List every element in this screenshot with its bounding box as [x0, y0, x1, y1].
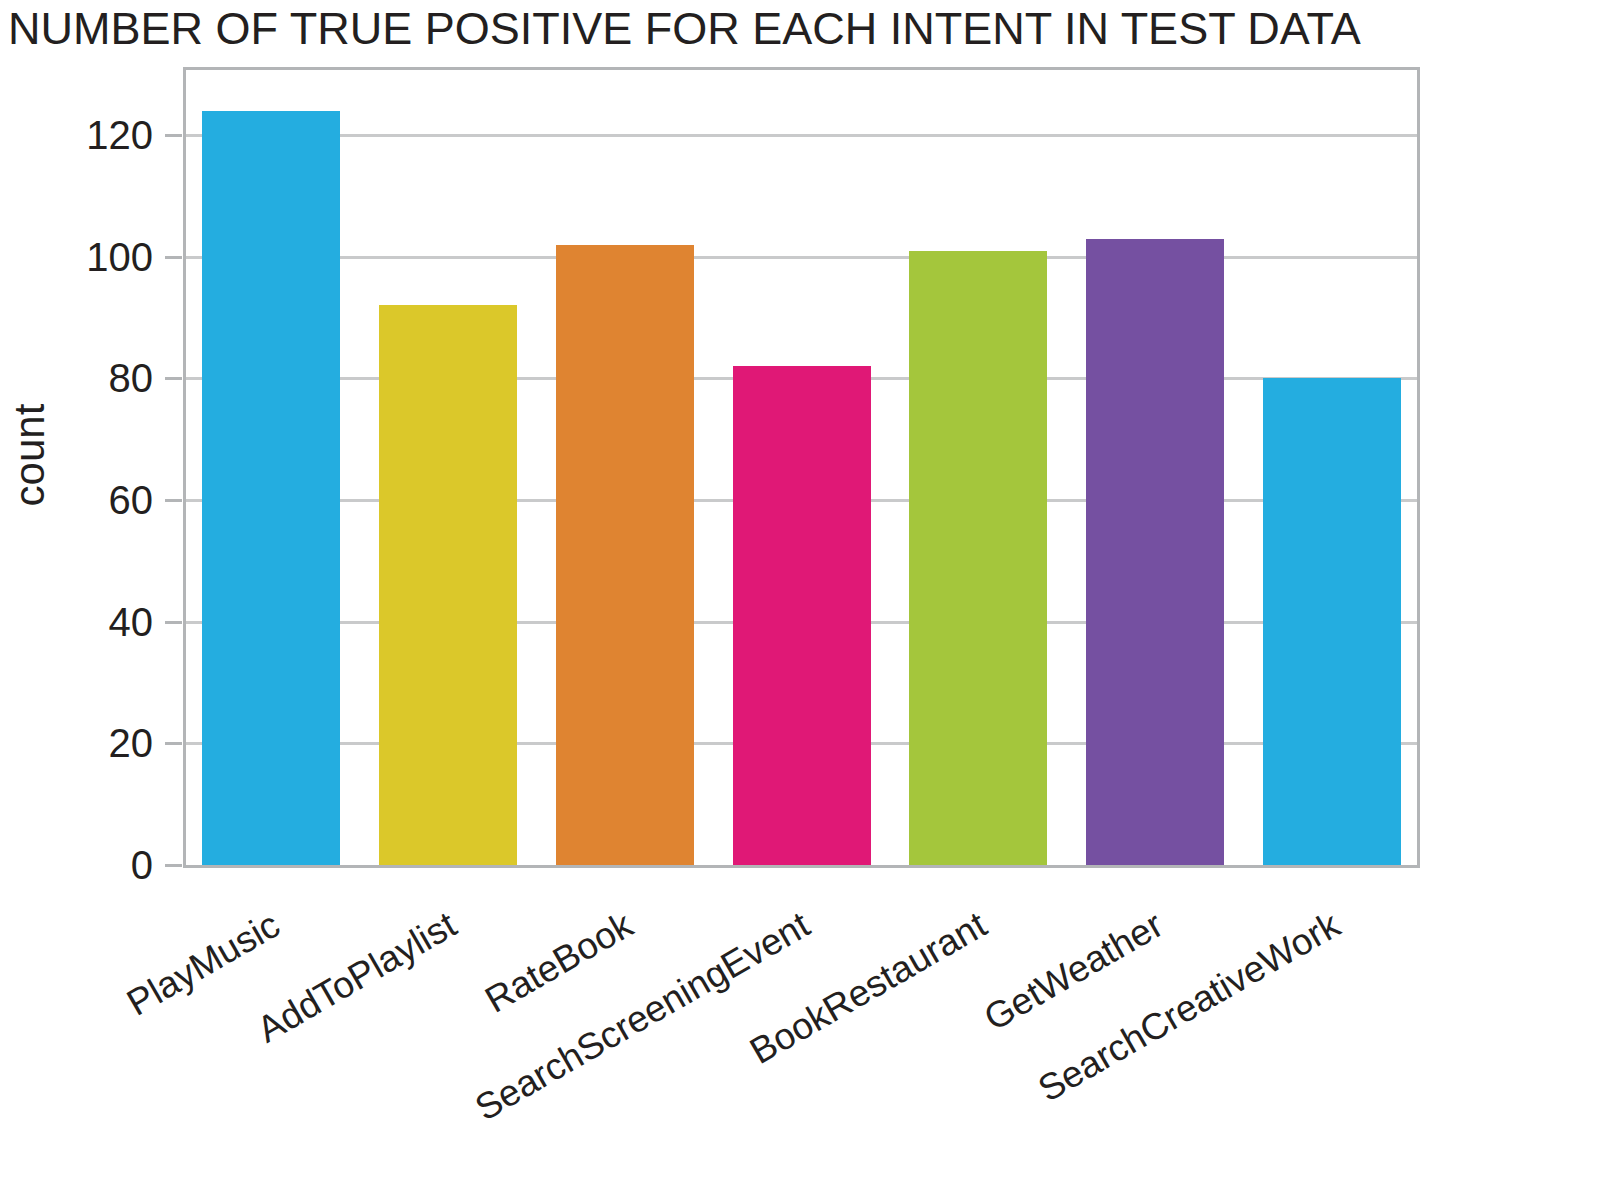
y-tick-mark-60 [165, 499, 182, 502]
x-tick-label-SearchCreativeWork: SearchCreativeWork [1031, 903, 1348, 1111]
y-tick-mark-40 [165, 621, 182, 624]
y-tick-mark-120 [165, 134, 182, 137]
bar-PlayMusic [202, 111, 340, 865]
bar-AddToPlaylist [379, 305, 517, 865]
bar-RateBook [556, 245, 694, 865]
bar-chart-figure: NUMBER OF TRUE POSITIVE FOR EACH INTENT … [0, 0, 1605, 1186]
x-tick-label-RateBook: RateBook [478, 903, 641, 1022]
y-tick-label-20: 20 [0, 719, 153, 767]
y-tick-label-100: 100 [0, 233, 153, 281]
gridline-100 [186, 256, 1417, 259]
x-tick-label-AddToPlaylist: AddToPlaylist [250, 903, 464, 1052]
bar-SearchScreeningEvent [733, 366, 871, 865]
y-tick-mark-20 [165, 742, 182, 745]
chart-title: NUMBER OF TRUE POSITIVE FOR EACH INTENT … [8, 0, 1361, 58]
y-tick-mark-100 [165, 256, 182, 259]
y-tick-mark-80 [165, 377, 182, 380]
y-tick-label-40: 40 [0, 598, 153, 646]
y-tick-label-120: 120 [0, 111, 153, 159]
y-tick-label-60: 60 [0, 476, 153, 524]
y-tick-label-0: 0 [0, 841, 153, 889]
plot-area [183, 67, 1420, 868]
bar-BookRestaurant [909, 251, 1047, 865]
bar-SearchCreativeWork [1263, 378, 1401, 865]
bar-GetWeather [1086, 239, 1224, 866]
x-tick-label-SearchScreeningEvent: SearchScreeningEvent [468, 903, 818, 1130]
y-tick-mark-0 [165, 864, 182, 867]
gridline-120 [186, 134, 1417, 137]
y-tick-label-80: 80 [0, 354, 153, 402]
